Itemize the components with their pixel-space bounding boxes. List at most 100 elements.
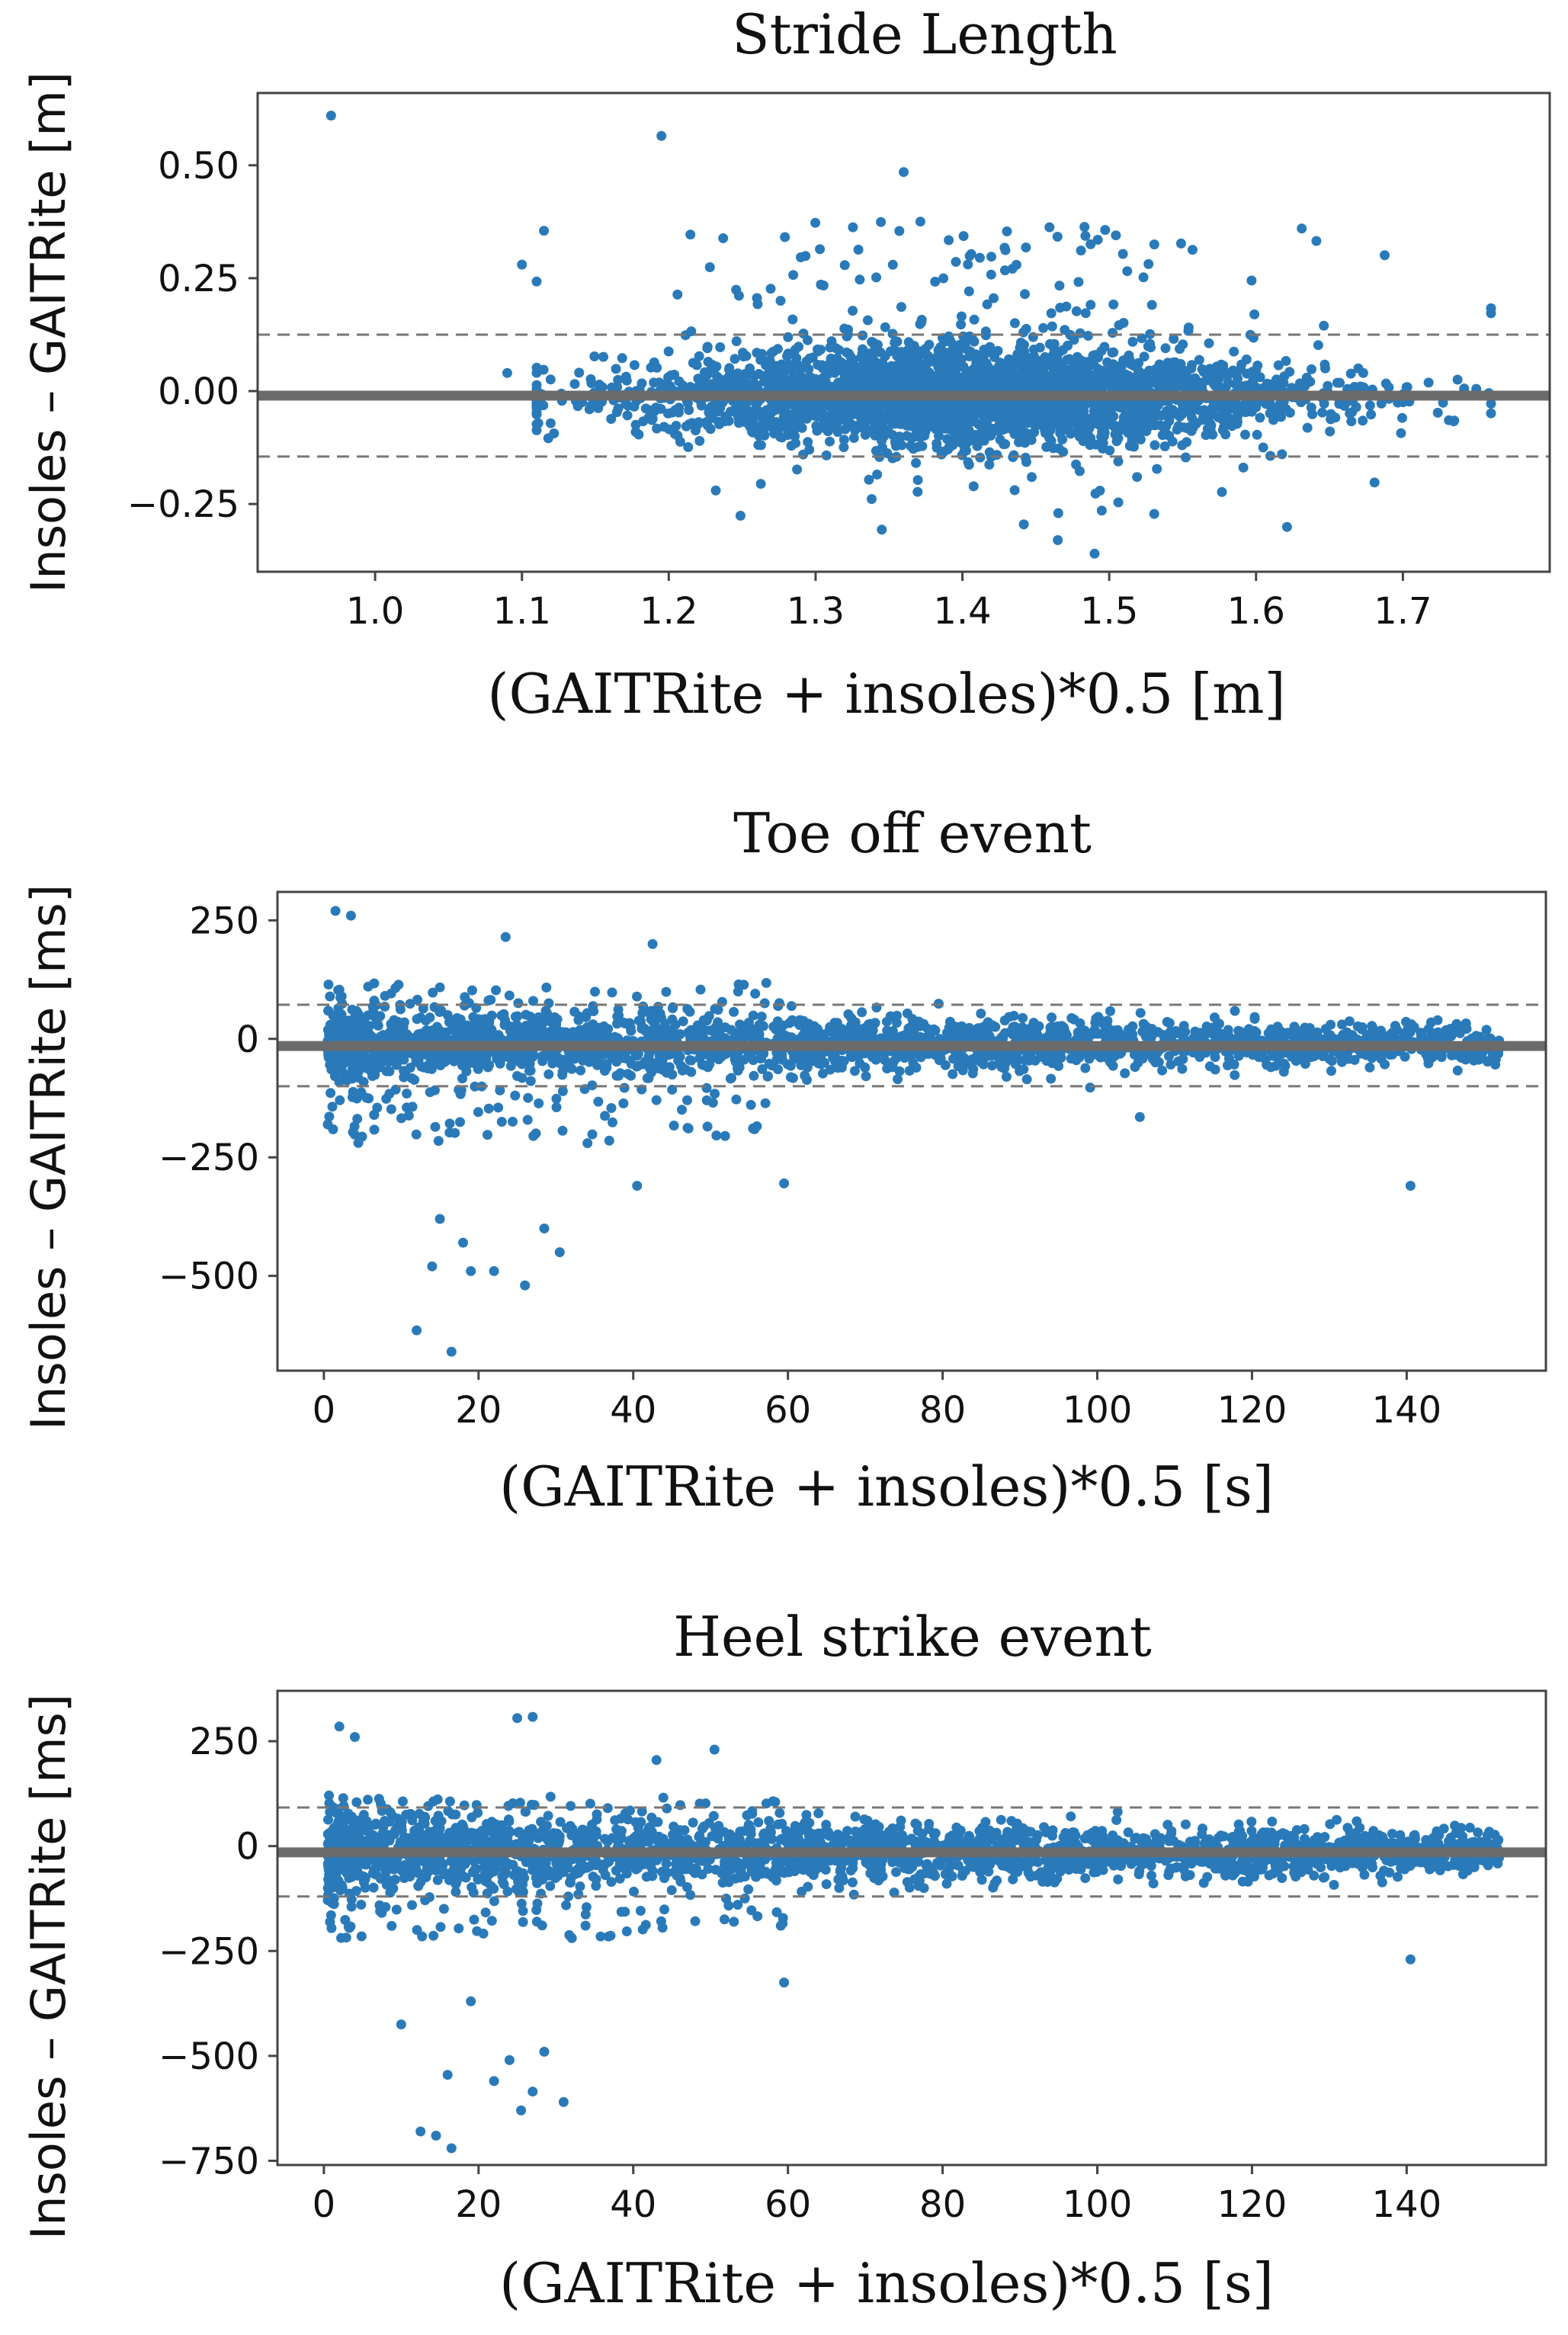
data-point (945, 335, 956, 346)
data-point (1452, 1065, 1463, 1076)
data-point (816, 360, 827, 370)
y-tick-label: 0.00 (158, 370, 239, 413)
data-point (694, 435, 705, 446)
data-point (912, 475, 923, 486)
data-point (1152, 463, 1162, 474)
data-point (486, 995, 496, 1006)
data-point (788, 399, 799, 410)
data-point (871, 445, 881, 456)
x-tick-label: 1.5 (1080, 590, 1138, 633)
data-point (861, 1071, 871, 1082)
data-point (324, 1111, 335, 1122)
data-point (1136, 422, 1146, 433)
data-point (954, 360, 965, 370)
data-point (1122, 266, 1133, 277)
data-point (425, 1087, 435, 1098)
data-point (1008, 401, 1019, 412)
data-point (701, 1083, 712, 1093)
data-point (1026, 368, 1037, 378)
data-point (1187, 245, 1198, 255)
data-point (384, 1089, 395, 1099)
data-point (715, 342, 726, 352)
data-point (1015, 342, 1025, 353)
data-point (741, 351, 752, 361)
data-point (962, 415, 973, 426)
data-point (1432, 1015, 1443, 1025)
data-point (1057, 417, 1068, 428)
data-point (1127, 1021, 1138, 1031)
data-point (1061, 301, 1072, 312)
data-point (857, 418, 867, 428)
data-point (930, 277, 941, 287)
data-point (1194, 354, 1204, 365)
data-point (513, 998, 524, 1009)
data-point (1486, 399, 1496, 409)
data-point (545, 418, 556, 428)
data-point (1231, 370, 1242, 380)
data-point (902, 431, 912, 441)
data-point (493, 1102, 504, 1113)
data-point (1057, 367, 1068, 377)
data-point (1236, 359, 1247, 370)
data-point (1007, 367, 1018, 378)
data-point (1284, 407, 1295, 418)
data-point (1085, 300, 1096, 310)
data-point (839, 260, 850, 271)
data-point (974, 252, 985, 263)
data-point (611, 364, 621, 374)
data-point (855, 274, 865, 285)
data-point (588, 1001, 598, 1012)
data-point (909, 341, 919, 351)
data-point (702, 342, 713, 352)
data-point (1347, 1030, 1358, 1041)
data-point (1149, 508, 1159, 519)
data-point (1044, 359, 1055, 370)
data-point (1297, 223, 1307, 234)
panel-toe-off-event: Toe off event (GAITRite + insoles)*0.5 [… (21, 801, 1547, 1519)
data-point (1320, 363, 1330, 374)
data-point (901, 404, 912, 415)
data-point (916, 409, 927, 419)
data-point (1008, 1011, 1019, 1021)
data-point (1047, 321, 1057, 332)
data-point (892, 336, 903, 347)
data-point (1330, 412, 1341, 423)
data-point (1040, 425, 1050, 436)
data-point (483, 1103, 494, 1114)
data-point (802, 412, 813, 422)
data-point (589, 351, 600, 361)
x-tick-label: 1.4 (933, 590, 991, 633)
data-point (813, 346, 823, 357)
data-point (755, 406, 765, 417)
data-point (1113, 456, 1124, 467)
data-point (980, 326, 991, 337)
data-point (1258, 442, 1268, 453)
data-point (1034, 361, 1044, 371)
data-point (951, 257, 961, 267)
data-point (551, 1102, 562, 1112)
data-point (867, 415, 877, 426)
data-point (638, 416, 649, 427)
data-point (864, 1019, 874, 1030)
data-point (811, 421, 822, 431)
data-point (958, 231, 969, 242)
data-point (1183, 326, 1194, 336)
data-point (638, 1001, 649, 1012)
data-point (1423, 377, 1434, 388)
data-point (995, 435, 1005, 445)
data-point (724, 364, 734, 375)
data-point (606, 414, 617, 424)
data-point (844, 348, 855, 359)
data-point (956, 319, 967, 330)
data-point (1074, 431, 1085, 442)
data-point (512, 1011, 523, 1022)
data-point (1364, 400, 1375, 411)
data-point (1111, 436, 1122, 447)
data-point (912, 423, 923, 434)
data-point (783, 332, 794, 342)
data-point (612, 382, 623, 393)
data-point (1100, 402, 1111, 412)
data-point (1173, 421, 1184, 431)
x-tick-label: 1.7 (1374, 590, 1432, 633)
data-point (1028, 345, 1039, 354)
